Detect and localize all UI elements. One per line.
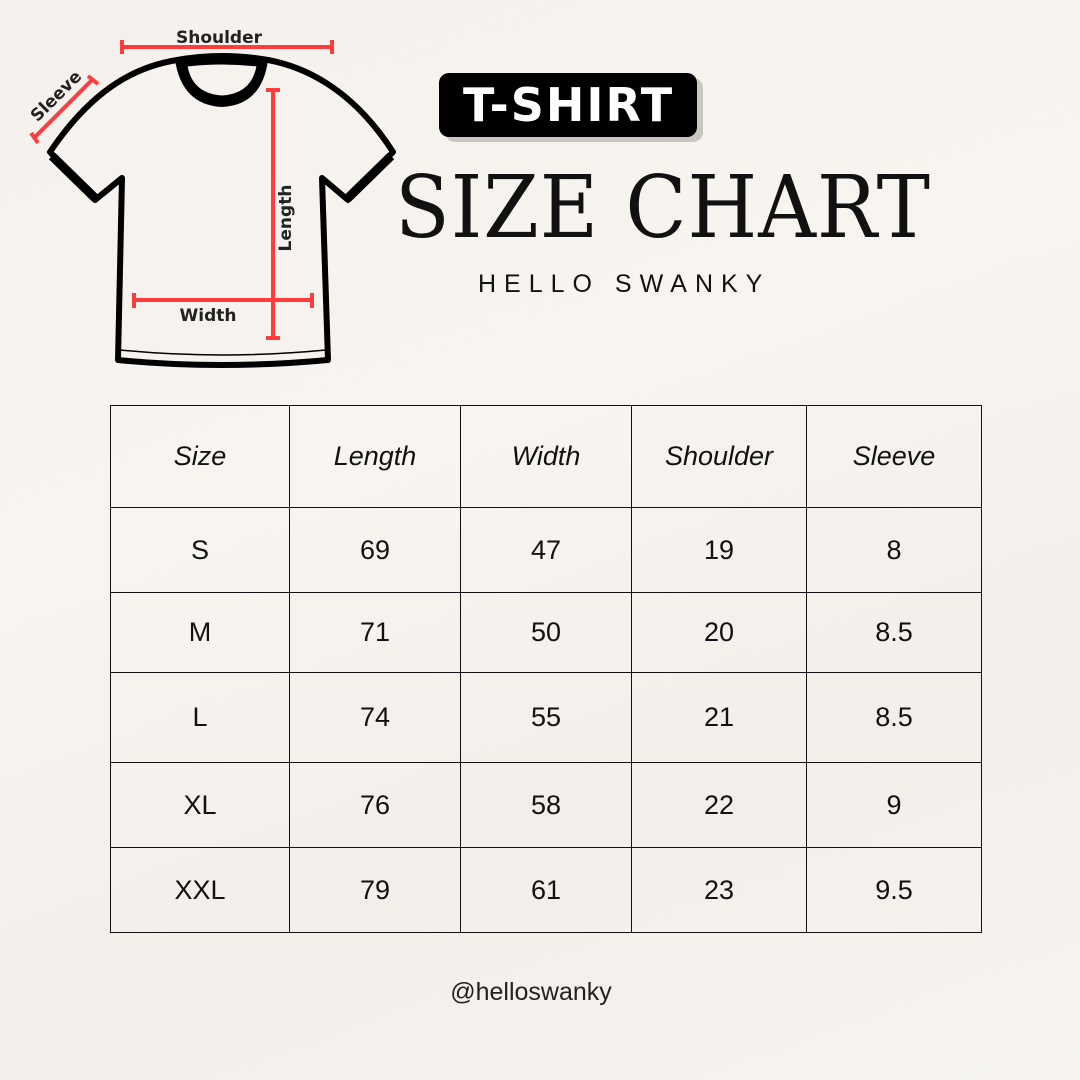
cell: 9 (806, 762, 982, 848)
column-header-length: Length (289, 405, 461, 508)
table-row: L 74 55 21 8.5 (110, 672, 982, 763)
cell: 9.5 (806, 847, 982, 933)
cell: 23 (631, 847, 807, 933)
size-table: Size Length Width Shoulder Sleeve S 69 47 1… (110, 405, 982, 933)
cell: 19 (631, 507, 807, 593)
table-row: XL 76 58 22 9 (110, 762, 982, 848)
cell: 69 (289, 507, 461, 593)
column-header-size: Size (110, 405, 290, 508)
tshirt-badge: T-SHIRT (439, 73, 697, 137)
shoulder-label: Shoulder (176, 28, 263, 48)
cell: 8.5 (806, 672, 982, 763)
column-header-sleeve: Sleeve (806, 405, 982, 508)
tshirt-measurement-diagram: Shoulder Sleeve Length Width (27, 28, 396, 368)
table-row: XXL 79 61 23 9.5 (110, 847, 982, 933)
cell: XL (110, 762, 290, 848)
cell: 74 (289, 672, 461, 763)
cell: 50 (460, 592, 632, 673)
table-row: S 69 47 19 8 (110, 507, 982, 593)
cell: S (110, 507, 290, 593)
cell: 47 (460, 507, 632, 593)
brand-name: HELLO SWANKY (478, 270, 771, 298)
cell: M (110, 592, 290, 673)
cell: 79 (289, 847, 461, 933)
cell: 58 (460, 762, 632, 848)
column-header-width: Width (460, 405, 632, 508)
cell: 21 (631, 672, 807, 763)
table-header-row: Size Length Width Shoulder Sleeve (110, 405, 982, 508)
cell: 22 (631, 762, 807, 848)
cell: 8.5 (806, 592, 982, 673)
cell: 76 (289, 762, 461, 848)
cell: 61 (460, 847, 632, 933)
cell: 71 (289, 592, 461, 673)
cell: 8 (806, 507, 982, 593)
social-handle: @helloswanky (450, 978, 612, 1006)
cell: L (110, 672, 290, 763)
page-title: SIZE CHART (395, 158, 931, 258)
cell: 20 (631, 592, 807, 673)
column-header-shoulder: Shoulder (631, 405, 807, 508)
width-label: Width (180, 306, 237, 326)
cell: XXL (110, 847, 290, 933)
cell: 55 (460, 672, 632, 763)
length-label: Length (276, 185, 296, 252)
table-row: M 71 50 20 8.5 (110, 592, 982, 673)
